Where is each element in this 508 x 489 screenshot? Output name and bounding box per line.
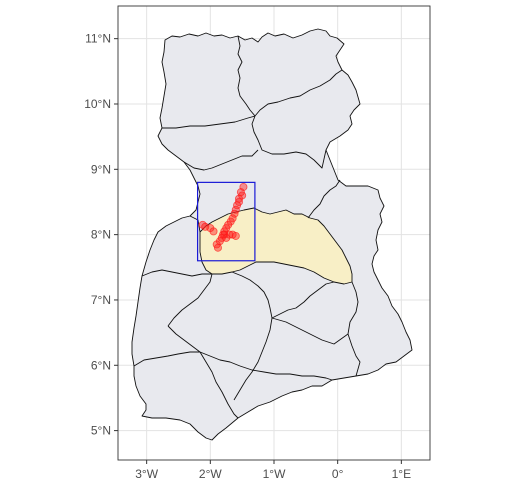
x-axis: 3°W 2°W 1°W 0° 1°E (135, 460, 411, 481)
boundary-line (162, 115, 256, 129)
boundary-line (233, 317, 273, 401)
observation-point (220, 230, 229, 239)
boundary-line (199, 351, 239, 419)
boundary-line (183, 149, 259, 171)
y-tick-label: 10°N (84, 97, 111, 111)
x-tick-label: 0° (332, 467, 344, 481)
observation-point (231, 231, 240, 240)
point-observations (198, 182, 248, 252)
boundary-line (251, 115, 327, 169)
y-tick-label: 7°N (91, 293, 111, 307)
x-tick-label: 2°W (199, 467, 222, 481)
boundary-line (239, 365, 333, 381)
observation-point (230, 209, 239, 218)
observation-point (213, 243, 222, 252)
boundary-line (167, 273, 213, 327)
x-tick-label: 3°W (135, 467, 158, 481)
boundary-line (271, 317, 349, 345)
bounding-box (196, 181, 256, 262)
y-tick-label: 8°N (91, 228, 111, 242)
observation-point (234, 197, 243, 206)
y-tick-label: 11°N (85, 32, 111, 46)
y-tick-label: 5°N (91, 424, 111, 438)
internal-boundaries (133, 35, 361, 419)
y-tick-label: 9°N (91, 162, 111, 176)
map-panel (117, 5, 431, 461)
boundary-line (231, 271, 273, 319)
y-tick-label: 6°N (91, 358, 111, 372)
boundary-line (271, 281, 335, 319)
x-tick-label: 1°E (392, 467, 411, 481)
boundary-line (307, 179, 341, 219)
boundary-line (141, 269, 212, 277)
observation-point (198, 220, 207, 229)
boundary-line (254, 69, 343, 117)
boundary-line (237, 35, 256, 117)
region-boundaries (131, 28, 413, 441)
y-axis: 11°N 10°N 9°N 8°N 7°N 6°N 5°N (84, 32, 118, 438)
observation-point (238, 191, 247, 200)
boundary-line (347, 281, 361, 377)
x-tick-label: 1°W (263, 467, 286, 481)
boundary-line (133, 351, 200, 367)
